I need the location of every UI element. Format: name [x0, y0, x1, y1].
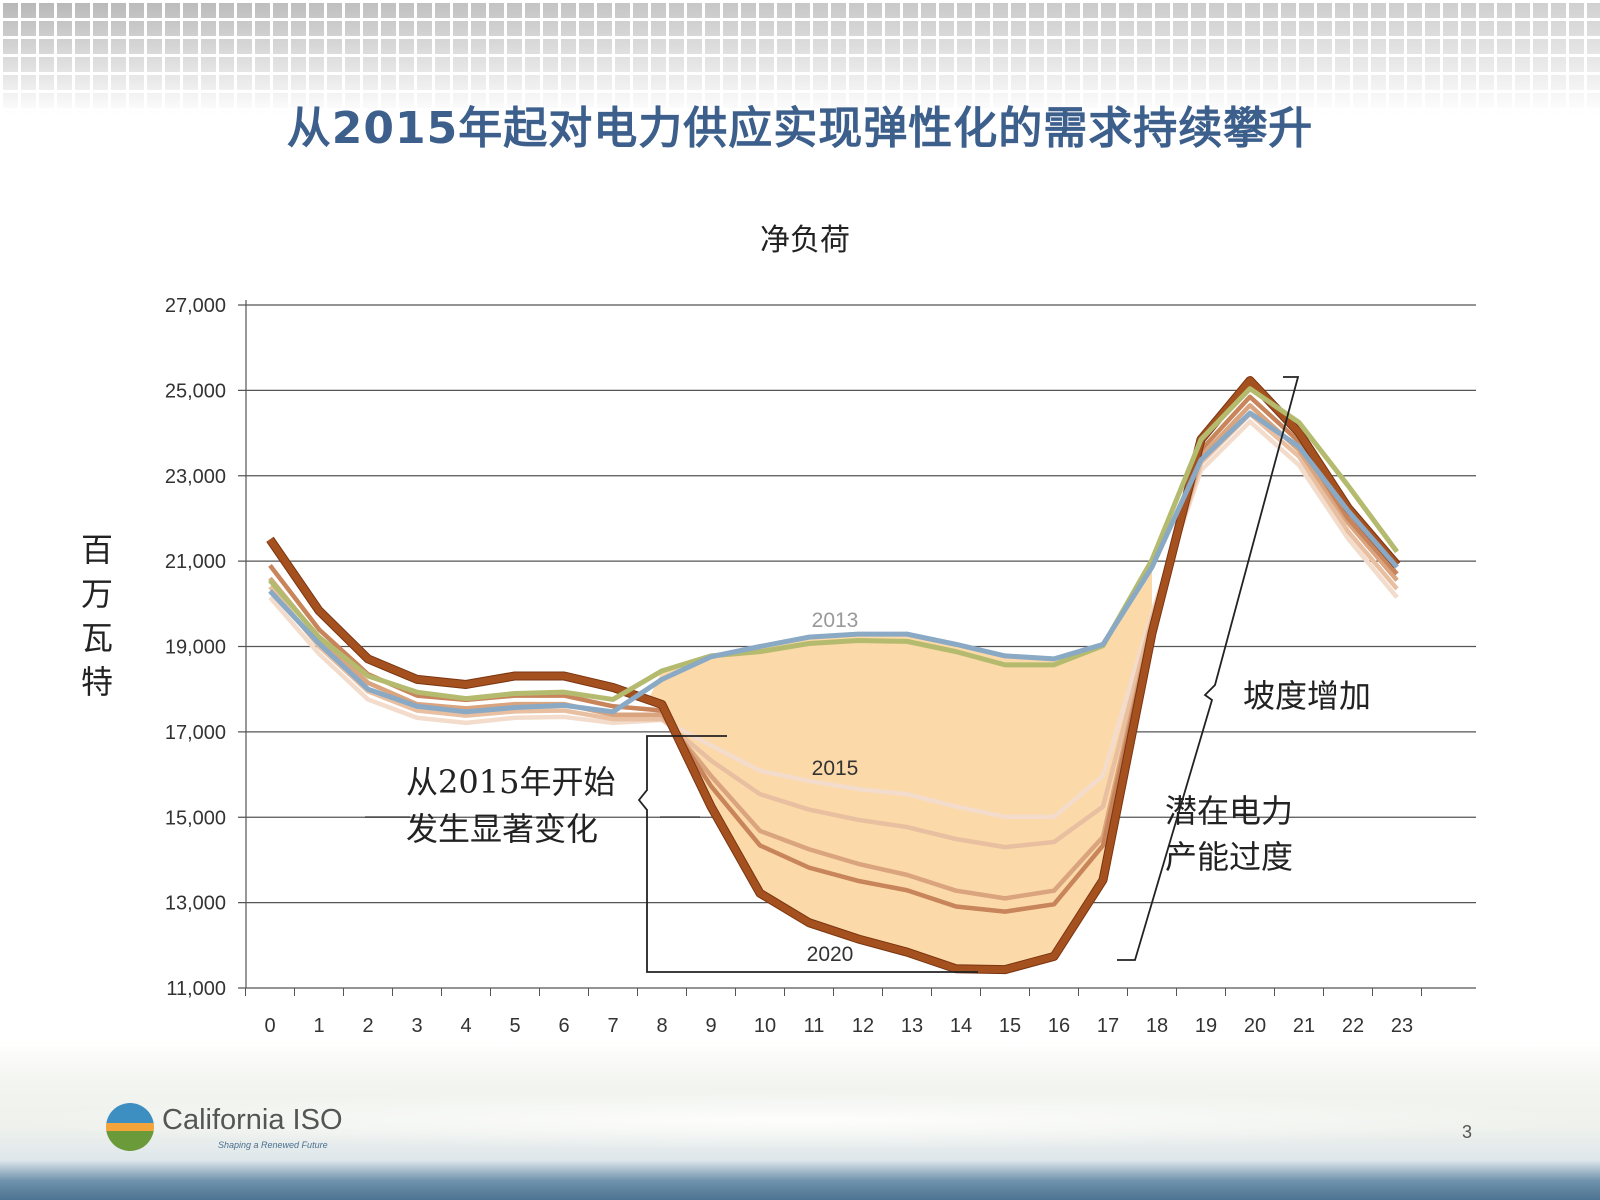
annotation-ramp: 坡度增加	[1243, 677, 1371, 715]
ramp-bracket	[1117, 376, 1300, 961]
series-label-2013: 2013	[812, 609, 859, 632]
x-tick-label: 18	[1146, 1015, 1168, 1037]
x-tick-label: 23	[1391, 1015, 1413, 1037]
series-line-2013	[268, 410, 1399, 715]
series-label-2015: 2015	[812, 757, 859, 780]
footer-wave-highlight	[0, 1090, 1600, 1150]
y-tick-label: 25,000	[165, 380, 226, 402]
x-tick-label: 9	[705, 1015, 716, 1037]
california-iso-logo-icon	[106, 1103, 154, 1151]
x-tick-label: 3	[411, 1015, 422, 1037]
x-tick-label: 21	[1293, 1015, 1315, 1037]
annotation-change-line1: 从2015年开始	[406, 763, 615, 801]
annotation-overgen-line2: 产能过度	[1165, 838, 1293, 876]
x-tick-label: 1	[313, 1015, 324, 1037]
slide-title: 从2015年起对电力供应实现弹性化的需求持续攀升	[286, 103, 1314, 154]
x-tick-label: 17	[1097, 1015, 1119, 1037]
y-tick-label: 21,000	[165, 551, 226, 573]
x-tick-label: 12	[852, 1015, 874, 1037]
x-tick-label: 16	[1048, 1015, 1070, 1037]
y-tick-label: 19,000	[165, 637, 226, 659]
x-tick-label: 6	[558, 1015, 569, 1037]
x-tick-label: 5	[509, 1015, 520, 1037]
x-tick-label: 14	[950, 1015, 972, 1037]
overgeneration-area	[647, 559, 1152, 970]
header-tile-pattern	[0, 0, 1600, 115]
header-fade	[0, 0, 1600, 115]
series-line-series-4	[268, 403, 1399, 901]
series-line-2015	[268, 419, 1399, 820]
annotation-change-line2: 发生显著变化	[406, 810, 598, 848]
series-line-series-1	[268, 386, 1400, 702]
series-label-2020: 2020	[807, 943, 854, 966]
x-tick-label: 7	[607, 1015, 618, 1037]
y-tick-label: 17,000	[165, 722, 226, 744]
x-tick-label: 11	[804, 1015, 825, 1037]
x-tick-label: 13	[901, 1015, 923, 1037]
page-number: 3	[1462, 1122, 1473, 1142]
x-tick-label: 0	[264, 1015, 275, 1037]
y-tick-label: 23,000	[165, 466, 226, 488]
x-tick-label: 2	[362, 1015, 373, 1037]
y-tick-labels: 27,000 25,000 23,000 21,000 19,000 17,000 15,0…	[165, 295, 226, 1000]
series-lines	[266, 376, 1401, 975]
chart-title: 净负荷	[760, 223, 850, 258]
change-bracket	[637, 735, 978, 973]
x-tick-labels: 0 1 2 3 4 5 6 7 8 9 10 11 12 13 14 15 16 17 18 19 20 21 22 23	[264, 1015, 1413, 1037]
x-tick-label: 15	[999, 1015, 1021, 1037]
y-axis-label: 百万瓦特	[80, 531, 113, 701]
y-tick-label: 11,000	[166, 978, 226, 1000]
x-tick-label: 4	[460, 1015, 471, 1037]
x-tick-label: 22	[1342, 1015, 1364, 1037]
logo-tagline: Shaping a Renewed Future	[218, 1140, 328, 1150]
y-tick-label: 13,000	[165, 893, 226, 915]
logo-text: California ISO	[162, 1104, 343, 1136]
y-tick-label: 27,000	[165, 295, 226, 317]
y-tick-label: 15,000	[165, 807, 226, 829]
x-tick-label: 19	[1195, 1015, 1217, 1037]
x-tick-label: 20	[1244, 1015, 1266, 1037]
annotation-overgen-line1: 潜在电力	[1165, 792, 1293, 830]
x-tick-label: 8	[656, 1015, 667, 1037]
x-tick-label: 10	[754, 1015, 776, 1037]
